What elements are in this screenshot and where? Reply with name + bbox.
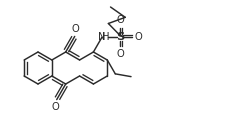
Text: N: N bbox=[98, 32, 105, 42]
Text: H: H bbox=[102, 32, 109, 42]
Text: O: O bbox=[52, 102, 60, 112]
Text: S: S bbox=[116, 32, 124, 42]
Text: O: O bbox=[135, 32, 143, 42]
Text: O: O bbox=[72, 24, 80, 34]
Text: O: O bbox=[116, 15, 124, 25]
Text: O: O bbox=[116, 49, 124, 59]
